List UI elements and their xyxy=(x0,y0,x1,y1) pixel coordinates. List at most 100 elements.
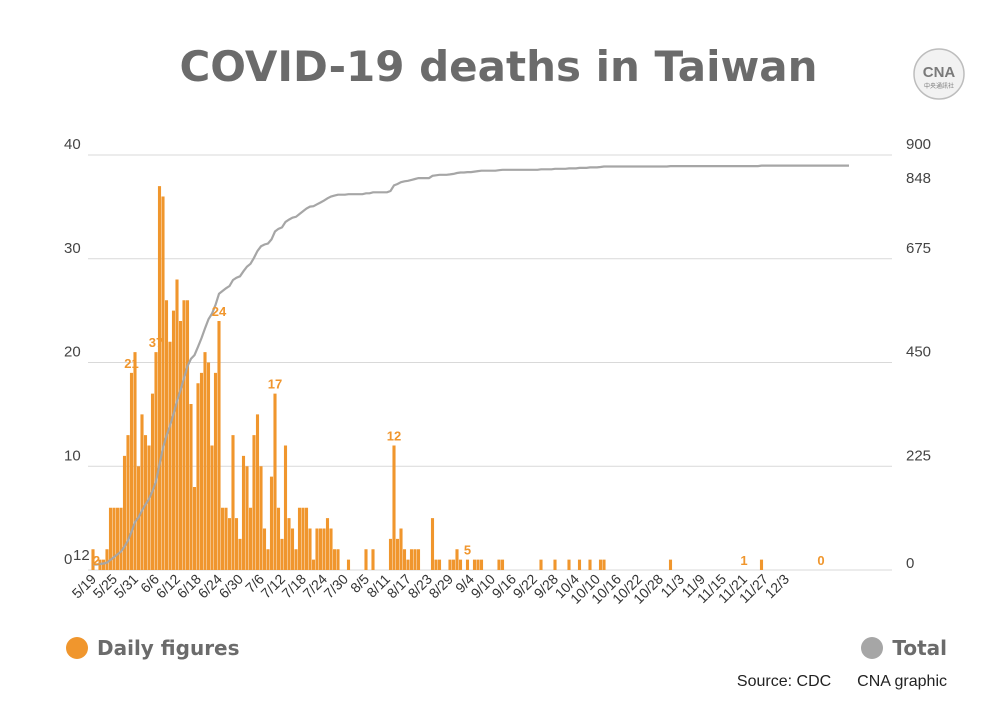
daily-bar xyxy=(189,404,193,570)
daily-bar xyxy=(598,559,603,570)
daily-bar xyxy=(185,300,190,570)
data-label: 12 xyxy=(387,429,401,444)
daily-bar xyxy=(122,455,127,570)
daily-bar xyxy=(451,559,456,570)
daily-bar xyxy=(206,362,211,570)
x-tick-label: 5/31 xyxy=(111,571,142,602)
source-credit: Source: CDC CNA graphic xyxy=(737,673,947,691)
logo-subtext: 中央通訊社 xyxy=(924,82,954,90)
daily-bar xyxy=(406,559,410,570)
daily-bar xyxy=(133,352,137,570)
daily-bar xyxy=(539,559,543,570)
legend-total-swatch xyxy=(861,637,884,659)
left-y-tick-label: 0 xyxy=(64,551,72,568)
legend-total: Total xyxy=(861,636,947,660)
daily-bar xyxy=(248,507,253,570)
daily-bar xyxy=(108,507,113,570)
data-label: 21 xyxy=(124,356,138,371)
daily-bar xyxy=(479,559,484,570)
data-label: 37 xyxy=(149,335,163,350)
daily-bar xyxy=(112,507,116,570)
daily-bar xyxy=(175,279,179,570)
daily-bar xyxy=(91,549,95,570)
daily-bar xyxy=(287,518,291,570)
daily-bar xyxy=(259,466,263,570)
daily-bar xyxy=(325,518,330,570)
daily-bar xyxy=(231,435,235,570)
daily-bar xyxy=(161,196,165,570)
daily-bar xyxy=(129,372,134,570)
daily-bar xyxy=(147,445,151,570)
x-tick-label: 12/3 xyxy=(762,571,793,602)
daily-bar xyxy=(203,352,207,570)
daily-bar xyxy=(346,559,351,570)
daily-bar xyxy=(553,559,557,570)
gridlines xyxy=(88,154,892,571)
daily-bar xyxy=(308,528,312,570)
left-y-tick-label: 40 xyxy=(64,136,81,153)
left-y-tick-label: 20 xyxy=(64,344,81,361)
daily-bar xyxy=(465,559,470,570)
daily-bar xyxy=(217,321,221,570)
x-tick-label: 8/29 xyxy=(426,571,457,602)
daily-bar xyxy=(472,559,477,570)
daily-bar xyxy=(434,559,438,570)
daily-bar xyxy=(294,549,298,570)
daily-bar xyxy=(192,487,197,570)
daily-bar xyxy=(154,352,158,570)
data-labels: 2 21 37 24 17 12 5 1 0 12 848 xyxy=(73,170,931,568)
x-tick-label: 7/30 xyxy=(321,571,352,602)
daily-bar xyxy=(255,414,260,570)
data-label: 24 xyxy=(212,304,227,319)
legend-total-label: Total xyxy=(892,636,947,660)
daily-bar xyxy=(224,507,228,570)
right-y-tick-label: 675 xyxy=(906,240,931,257)
daily-bar xyxy=(168,341,172,570)
daily-bar xyxy=(262,528,267,570)
daily-bar xyxy=(602,559,606,570)
daily-bar xyxy=(252,435,256,570)
daily-bar xyxy=(430,518,435,570)
daily-bar xyxy=(234,518,239,570)
legend-daily-label: Daily figures xyxy=(97,636,240,660)
data-label: 12 xyxy=(73,547,90,564)
daily-bar xyxy=(199,372,204,570)
daily-bar xyxy=(171,310,176,570)
daily-bar xyxy=(318,528,323,570)
daily-bar xyxy=(371,549,375,570)
daily-bar xyxy=(416,549,421,570)
data-label: 0 xyxy=(817,553,824,568)
daily-bar xyxy=(315,528,319,570)
data-label: 1 xyxy=(740,553,747,568)
daily-bar xyxy=(119,507,123,570)
daily-bar xyxy=(126,435,130,570)
daily-bar xyxy=(455,549,459,570)
daily-bar xyxy=(329,528,333,570)
daily-bar xyxy=(322,528,326,570)
daily-bar xyxy=(297,507,302,570)
daily-bar xyxy=(759,559,764,570)
daily-bar xyxy=(280,538,284,570)
daily-bar xyxy=(567,559,571,570)
daily-bar xyxy=(140,414,144,570)
daily-bar xyxy=(241,455,246,570)
daily-bar xyxy=(500,559,505,570)
daily-bar xyxy=(497,559,501,570)
daily-bar xyxy=(458,559,463,570)
daily-bar xyxy=(101,559,106,570)
daily-bar xyxy=(409,549,414,570)
data-label: 848 xyxy=(906,170,931,187)
daily-bar xyxy=(238,538,242,570)
daily-bar xyxy=(437,559,442,570)
daily-bar xyxy=(210,445,214,570)
daily-bar xyxy=(213,372,218,570)
data-label: 2 xyxy=(93,553,100,568)
daily-bar xyxy=(150,393,155,570)
daily-bar xyxy=(105,549,109,570)
daily-bar xyxy=(157,186,162,570)
daily-bar xyxy=(332,549,337,570)
chart-title: COVID-19 deaths in Taiwan xyxy=(179,42,818,91)
daily-bar xyxy=(476,559,480,570)
daily-bar xyxy=(413,549,417,570)
logo-text: CNA xyxy=(923,64,956,81)
